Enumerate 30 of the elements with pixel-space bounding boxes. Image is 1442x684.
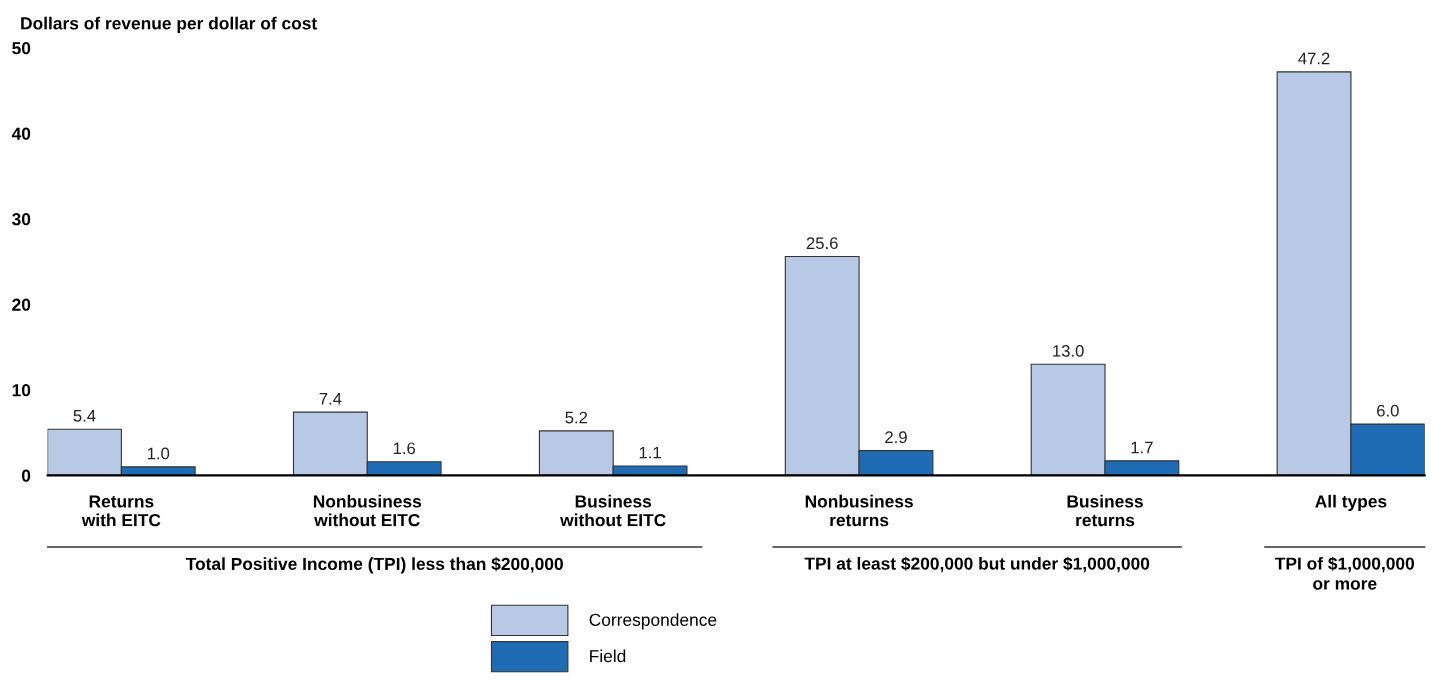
x-tick-label: Business returns <box>1067 494 1143 527</box>
data-label: 25.6 <box>806 237 838 250</box>
data-label: 1.7 <box>1131 441 1153 454</box>
legend-label: Correspondence <box>589 613 717 630</box>
y-tick-label: 40 <box>11 127 31 140</box>
text: Total Positive Income (TPI) less than $200,000 <box>185 557 563 574</box>
y-tick-label: 50 <box>12 42 31 55</box>
data-label: 1.1 <box>639 446 661 459</box>
text: TPI of $1,000,000 or more <box>1275 556 1415 590</box>
x-tick-label: Nonbusiness without EITC <box>313 494 422 527</box>
x-tick-label: All types <box>1315 494 1387 512</box>
text: TPI at least $200,000 but under $1,000,000 <box>804 556 1150 573</box>
data-label: 5.4 <box>73 410 96 422</box>
y-tick-label: 10 <box>12 384 31 397</box>
data-label: 5.2 <box>565 411 588 424</box>
legend-label: Field <box>590 649 626 663</box>
y-tick-label: 20 <box>12 298 31 311</box>
x-tick-label: Business without EITC <box>560 494 666 527</box>
data-label: 47.2 <box>1298 52 1330 65</box>
data-label: 6.0 <box>1377 404 1399 417</box>
data-label: 13.0 <box>1053 344 1084 357</box>
data-label: 1.6 <box>393 442 416 455</box>
y-tick-label: 0 <box>21 469 31 482</box>
x-tick-label: Returns with EITC <box>81 495 161 527</box>
y-axis-title: Dollars of revenue per dollar of cost <box>21 16 317 33</box>
data-label: 1.0 <box>147 447 170 460</box>
x-tick-label: Nonbusiness returns <box>805 494 913 527</box>
data-label: 2.9 <box>885 431 907 444</box>
y-tick-label: 30 <box>12 213 31 226</box>
data-label: 7.4 <box>319 393 342 405</box>
